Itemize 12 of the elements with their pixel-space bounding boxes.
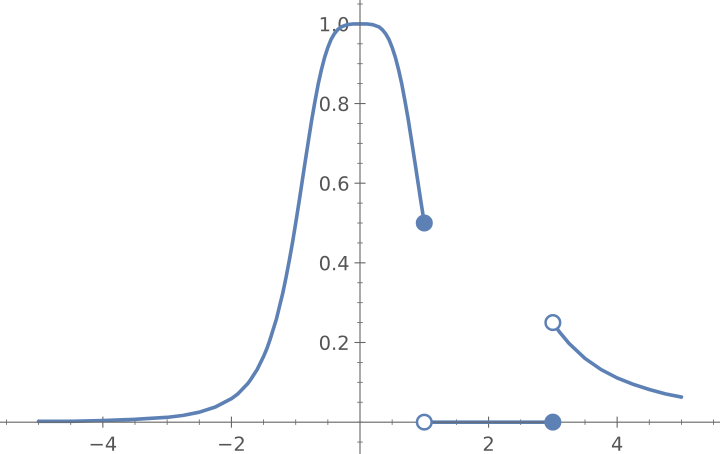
point bbox=[416, 414, 433, 431]
x-tick-label: 2 bbox=[484, 436, 493, 451]
point bbox=[544, 314, 562, 332]
y-tick-label: 0.4 bbox=[320, 256, 348, 271]
x-tick-label: 4 bbox=[612, 436, 622, 451]
y-tick-label: 0.8 bbox=[320, 96, 348, 112]
x-tick-label: −4 bbox=[90, 436, 116, 451]
y-tick-label: 0.2 bbox=[320, 335, 348, 350]
point bbox=[416, 214, 433, 232]
x-tick-label: −2 bbox=[219, 436, 244, 451]
point bbox=[544, 414, 562, 431]
y-tick-label: 0.6 bbox=[320, 176, 348, 191]
